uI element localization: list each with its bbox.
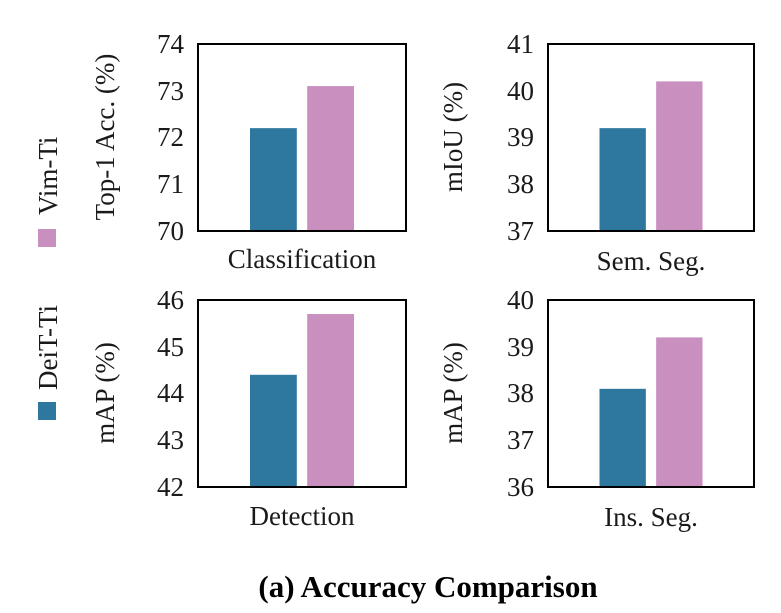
y-tick-label: 38 [507,169,534,199]
plot-frame [547,299,755,488]
y-tick-label: 45 [157,332,184,362]
panel-sem-seg: mIoU (%) 41 40 39 38 37 Sem. Seg. [438,29,755,276]
x-axis-label: Detection [250,501,355,531]
y-axis-label: Top-1 Acc. (%) [90,54,120,221]
panel-classification: Top-1 Acc. (%) 74 73 72 71 70 Classifica… [90,29,407,274]
y-tick-label: 41 [507,29,534,59]
bar-deit-ti [250,128,297,231]
y-tick-label: 38 [507,378,534,408]
legend-swatch-vim-ti [38,229,56,247]
bar-deit-ti [599,128,646,231]
bar-deit-ti [250,374,297,487]
y-tick-label: 70 [157,216,184,246]
y-tick-label: 42 [157,472,184,502]
plot-frame [197,299,407,488]
y-axis-label: mIoU (%) [438,82,468,192]
bar-vim-ti [656,81,703,232]
y-tick-label: 37 [507,425,534,455]
y-tick-label: 72 [157,122,184,152]
plot-frame [547,43,755,232]
y-tick-label: 36 [507,472,534,502]
y-tick-label: 39 [507,332,534,362]
legend-swatch-deit-ti [38,402,56,420]
y-tick-label: 40 [507,76,534,106]
x-axis-label: Sem. Seg. [597,246,706,276]
y-tick-label: 46 [157,285,184,315]
x-axis-label: Ins. Seg. [604,502,698,532]
bar-vim-ti [307,314,354,487]
y-tick-label: 37 [507,216,534,246]
y-tick-label: 73 [157,76,184,106]
bar-vim-ti [307,86,354,231]
x-axis-label: Classification [228,244,377,274]
y-tick-label: 71 [157,169,184,199]
y-tick-label: 44 [157,378,185,408]
y-tick-label: 40 [507,285,534,315]
legend-label-vim-ti: Vim-Ti [33,137,63,215]
legend: Vim-Ti DeiT-Ti [33,137,63,420]
panel-detection: mAP (%) 46 45 44 43 42 Detection [90,285,407,531]
bar-vim-ti [656,337,703,487]
plot-frame [197,43,407,232]
y-tick-label: 39 [507,122,534,152]
y-tick-label: 43 [157,425,184,455]
y-tick-label: 74 [157,29,185,59]
legend-label-deit-ti: DeiT-Ti [33,305,63,390]
bar-deit-ti [599,388,646,487]
panel-ins-seg: mAP (%) 40 39 38 37 36 Ins. Seg. [438,285,755,532]
figure-title: (a) Accuracy Comparison [258,569,597,604]
y-axis-label: mAP (%) [90,342,120,444]
y-axis-label: mAP (%) [438,342,468,444]
